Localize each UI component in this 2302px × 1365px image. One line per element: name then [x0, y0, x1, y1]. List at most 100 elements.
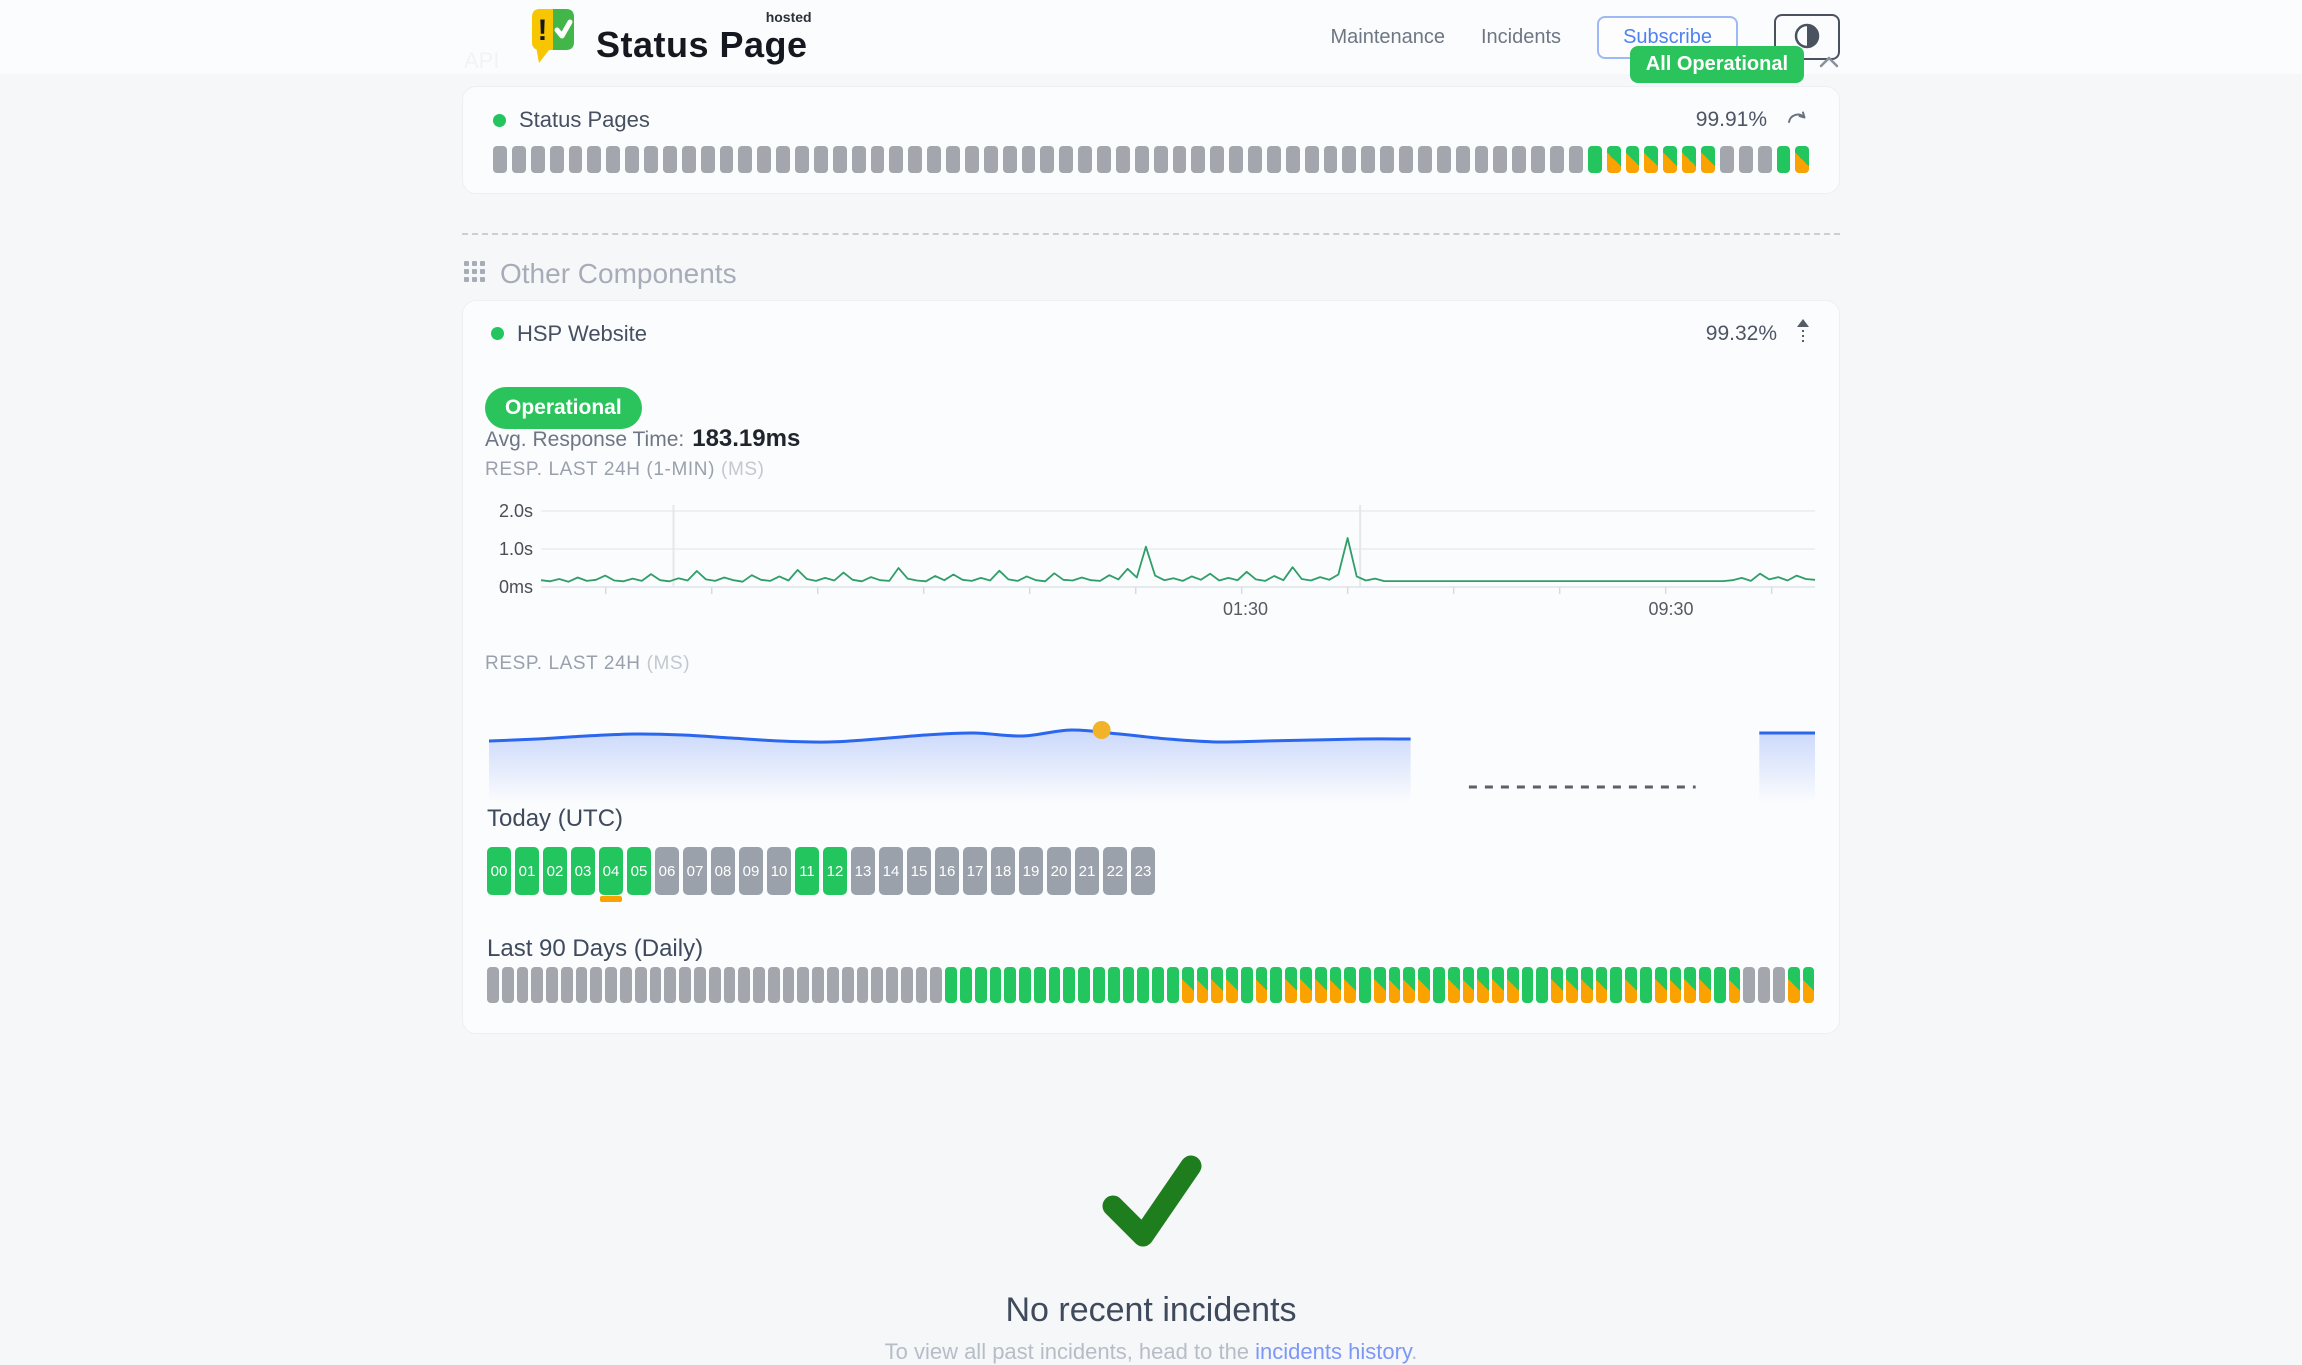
hour-cell[interactable]: 21 [1075, 847, 1099, 895]
uptime-bar[interactable] [1474, 146, 1489, 173]
day-bar[interactable] [1240, 967, 1253, 1003]
day-bar[interactable] [1743, 967, 1756, 1003]
day-bar[interactable] [1418, 967, 1430, 1003]
day-bar[interactable] [620, 967, 632, 1003]
day-bar[interactable] [1181, 967, 1194, 1003]
hour-cell[interactable]: 09 [739, 847, 763, 895]
uptime-bar[interactable] [1531, 146, 1545, 173]
day-bar[interactable] [1033, 967, 1046, 1003]
uptime-bar[interactable] [1078, 146, 1092, 173]
uptime-bar[interactable] [1097, 146, 1111, 173]
day-bar[interactable] [1536, 967, 1549, 1003]
day-bar[interactable] [1004, 967, 1017, 1003]
day-bar[interactable] [1078, 967, 1091, 1003]
day-bar[interactable] [945, 967, 957, 1003]
refresh-icon[interactable] [1785, 108, 1809, 133]
day-bar[interactable] [664, 967, 677, 1003]
day-bar[interactable] [1506, 967, 1519, 1003]
uptime-bar[interactable] [1587, 146, 1602, 173]
uptime-bar[interactable] [1153, 146, 1168, 173]
hour-cell[interactable]: 20 [1047, 847, 1071, 895]
uptime-bar[interactable] [1399, 146, 1413, 173]
logo[interactable]: ! hosted Status Page [526, 6, 812, 69]
hour-cell[interactable]: 15 [907, 847, 931, 895]
day-bar[interactable] [501, 967, 514, 1003]
uptime-bar[interactable] [587, 146, 602, 173]
hour-cell[interactable]: 10 [767, 847, 791, 895]
day-bar[interactable] [531, 967, 544, 1003]
hour-cell[interactable]: 16 [935, 847, 959, 895]
day-bar[interactable] [1211, 967, 1224, 1003]
uptime-bar[interactable] [813, 146, 828, 173]
day-bar[interactable] [1699, 967, 1711, 1003]
day-bar[interactable] [841, 967, 854, 1003]
uptime-bar[interactable] [1757, 146, 1772, 173]
uptime-bar[interactable] [1512, 146, 1527, 173]
day-bar[interactable] [1566, 967, 1578, 1003]
uptime-bar[interactable] [606, 146, 621, 173]
day-bar[interactable] [753, 967, 765, 1003]
component-name[interactable]: Status Pages [519, 107, 650, 132]
day-bar[interactable] [1314, 967, 1327, 1003]
uptime-bar[interactable] [1021, 146, 1036, 173]
hour-cell[interactable]: 14 [879, 847, 903, 895]
day-bar[interactable] [1521, 967, 1534, 1003]
uptime-bar[interactable] [1455, 146, 1470, 173]
uptime-bar[interactable] [493, 146, 507, 173]
hour-cell[interactable]: 12 [823, 847, 847, 895]
day-bar[interactable] [1329, 967, 1342, 1003]
day-bar[interactable] [1137, 967, 1150, 1003]
day-bar[interactable] [989, 967, 1002, 1003]
uptime-bar[interactable] [1115, 146, 1130, 173]
day-bar[interactable] [767, 967, 780, 1003]
day-bar[interactable] [1255, 967, 1268, 1003]
uptime-bar[interactable] [1172, 146, 1187, 173]
chevron-up-icon[interactable] [1818, 55, 1840, 74]
hour-cell[interactable]: 01 [515, 847, 539, 895]
hour-cell[interactable]: 05 [627, 847, 651, 895]
uptime-bar[interactable] [1304, 146, 1319, 173]
uptime-bar[interactable] [1719, 146, 1734, 173]
uptime-bar[interactable] [511, 146, 526, 173]
uptime-bar[interactable] [1342, 146, 1357, 173]
uptime-bar[interactable] [1191, 146, 1206, 173]
day-bar[interactable] [1166, 967, 1179, 1003]
day-bar[interactable] [1580, 967, 1593, 1003]
day-bar[interactable] [1388, 967, 1401, 1003]
day-bar[interactable] [1728, 967, 1741, 1003]
uptime-bar[interactable] [776, 146, 790, 173]
day-bar[interactable] [1063, 967, 1076, 1003]
day-bar[interactable] [575, 967, 588, 1003]
uptime-bar[interactable] [1682, 146, 1696, 173]
uptime-bar[interactable] [870, 146, 885, 173]
hour-cell[interactable]: 23 [1131, 847, 1155, 895]
uptime-bar[interactable] [946, 146, 960, 173]
nav-incidents[interactable]: Incidents [1481, 25, 1562, 48]
day-bar[interactable] [546, 967, 558, 1003]
day-bar[interactable] [1551, 967, 1564, 1003]
uptime-bar[interactable] [1701, 146, 1715, 173]
hour-cell[interactable]: 22 [1103, 847, 1127, 895]
uptime-bar[interactable] [549, 146, 564, 173]
day-bar[interactable] [1226, 967, 1238, 1003]
uptime-bar[interactable] [1323, 146, 1338, 173]
uptime-bar[interactable] [1134, 146, 1149, 173]
day-bar[interactable] [826, 967, 839, 1003]
uptime-bar[interactable] [1663, 146, 1678, 173]
uptime-bar[interactable] [1059, 146, 1074, 173]
uptime-bar[interactable] [1550, 146, 1564, 173]
uptime-bar[interactable] [983, 146, 998, 173]
day-bar[interactable] [708, 967, 721, 1003]
uptime-bar[interactable] [1380, 146, 1394, 173]
hour-cell[interactable]: 17 [963, 847, 987, 895]
hour-cell[interactable]: 11 [795, 847, 819, 895]
uptime-bar[interactable] [851, 146, 866, 173]
day-bar[interactable] [693, 967, 706, 1003]
day-bar[interactable] [915, 967, 928, 1003]
day-bar[interactable] [1196, 967, 1209, 1003]
incidents-history-link[interactable]: incidents history [1255, 1339, 1412, 1364]
day-bar[interactable] [1344, 967, 1357, 1003]
uptime-bar[interactable] [1002, 146, 1017, 173]
day-bar[interactable] [1492, 967, 1504, 1003]
hour-cell[interactable]: 06 [655, 847, 679, 895]
